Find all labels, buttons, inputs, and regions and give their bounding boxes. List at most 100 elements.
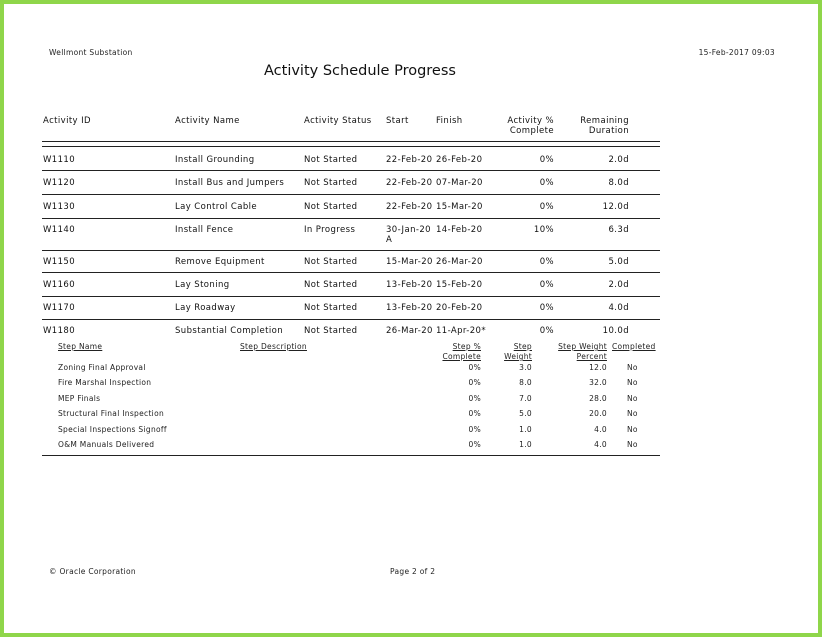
- table-cell: W1110: [43, 155, 76, 165]
- step-column-header: Step Weight Percent: [558, 342, 607, 361]
- table-cell: 13-Feb-20: [386, 280, 433, 290]
- table-cell: Not Started: [304, 178, 358, 188]
- rule-line: [42, 141, 660, 142]
- step-cell: 0%: [468, 425, 481, 434]
- table-cell: W1150: [43, 257, 76, 267]
- step-cell: Structural Final Inspection: [58, 409, 165, 418]
- rule-line: [42, 250, 660, 251]
- step-cell: 8.0: [519, 378, 532, 387]
- table-cell: 0%: [539, 178, 554, 188]
- step-cell: 4.0: [594, 425, 607, 434]
- table-cell: 26-Feb-20: [436, 155, 483, 165]
- step-column-header: Completed: [612, 342, 656, 351]
- rule-line: [42, 455, 660, 456]
- column-header: Activity Name: [175, 116, 240, 126]
- table-cell: 0%: [539, 280, 554, 290]
- table-cell: 12.0d: [602, 202, 629, 212]
- table-cell: 15-Mar-20: [436, 202, 483, 212]
- table-cell: 22-Feb-20: [386, 202, 433, 212]
- table-cell: W1120: [43, 178, 76, 188]
- step-cell: 1.0: [519, 425, 532, 434]
- table-cell: 0%: [539, 257, 554, 267]
- step-cell: 0%: [468, 378, 481, 387]
- step-cell: MEP Finals: [58, 394, 101, 403]
- table-cell: Substantial Completion: [175, 326, 283, 336]
- rule-line: [42, 218, 660, 219]
- footer-center: Page 2 of 2: [390, 567, 436, 576]
- report-title: Activity Schedule Progress: [264, 63, 456, 79]
- table-cell: 8.0d: [608, 178, 629, 188]
- table-cell: W1140: [43, 225, 76, 235]
- table-cell: Not Started: [304, 303, 358, 313]
- step-cell: 28.0: [589, 394, 607, 403]
- rule-line: [42, 272, 660, 273]
- table-cell: 10%: [533, 225, 554, 235]
- step-cell: 0%: [468, 440, 481, 449]
- table-cell: 26-Mar-20: [386, 326, 433, 336]
- column-header: Activity ID: [43, 116, 91, 126]
- step-cell: 7.0: [519, 394, 532, 403]
- step-cell: 0%: [468, 394, 481, 403]
- rule-line: [42, 296, 660, 297]
- step-cell: No: [627, 409, 638, 418]
- table-cell: In Progress: [304, 225, 356, 235]
- table-cell: Not Started: [304, 257, 358, 267]
- table-cell: Lay Stoning: [175, 280, 230, 290]
- column-header: Activity Status: [304, 116, 372, 126]
- table-cell: 2.0d: [608, 280, 629, 290]
- step-cell: No: [627, 378, 638, 387]
- table-cell: 26-Mar-20: [436, 257, 483, 267]
- step-cell: No: [627, 394, 638, 403]
- table-cell: W1180: [43, 326, 76, 336]
- header-right: 15-Feb-2017 09:03: [698, 48, 775, 57]
- table-cell: Install Bus and Jumpers: [175, 178, 285, 188]
- table-cell: 6.3d: [608, 225, 629, 235]
- step-cell: 20.0: [589, 409, 607, 418]
- step-cell: Zoning Final Approval: [58, 363, 146, 372]
- step-cell: 4.0: [594, 440, 607, 449]
- rule-line: [42, 194, 660, 195]
- rule-line: [42, 170, 660, 171]
- table-cell: Not Started: [304, 326, 358, 336]
- step-cell: No: [627, 363, 638, 372]
- step-cell: 0%: [468, 409, 481, 418]
- step-column-header: Step Name: [58, 342, 103, 351]
- table-cell: Install Fence: [175, 225, 234, 235]
- step-column-header: Step % Complete: [442, 342, 481, 361]
- table-cell: Install Grounding: [175, 155, 255, 165]
- step-cell: 1.0: [519, 440, 532, 449]
- column-header: Activity % Complete: [507, 116, 554, 136]
- table-cell: 15-Mar-20: [386, 257, 433, 267]
- table-cell: 15-Feb-20: [436, 280, 483, 290]
- header-left: Wellmont Substation: [49, 48, 133, 57]
- step-cell: Fire Marshal Inspection: [58, 378, 152, 387]
- table-cell: 11-Apr-20*: [436, 326, 486, 336]
- step-column-header: Step Description: [240, 342, 307, 351]
- step-cell: 5.0: [519, 409, 532, 418]
- step-cell: No: [627, 440, 638, 449]
- table-cell: Not Started: [304, 202, 358, 212]
- step-cell: O&M Manuals Delivered: [58, 440, 155, 449]
- table-cell: 2.0d: [608, 155, 629, 165]
- column-header: Remaining Duration: [580, 116, 629, 136]
- step-cell: Special Inspections Signoff: [58, 425, 167, 434]
- rule-line: [42, 319, 660, 320]
- table-cell: 22-Feb-20: [386, 155, 433, 165]
- table-cell: W1130: [43, 202, 76, 212]
- table-cell: 4.0d: [608, 303, 629, 313]
- rule-line: [42, 146, 660, 147]
- column-header: Finish: [436, 116, 463, 126]
- column-header: Start: [386, 116, 409, 126]
- table-cell: Not Started: [304, 155, 358, 165]
- table-cell: Remove Equipment: [175, 257, 265, 267]
- table-cell: 07-Mar-20: [436, 178, 483, 188]
- table-cell: 0%: [539, 303, 554, 313]
- table-cell: 0%: [539, 155, 554, 165]
- table-cell: Lay Control Cable: [175, 202, 258, 212]
- step-column-header: Step Weight: [504, 342, 532, 361]
- footer-left: © Oracle Corporation: [49, 567, 136, 576]
- table-cell: W1160: [43, 280, 76, 290]
- table-cell: 14-Feb-20: [436, 225, 483, 235]
- table-cell: 30-Jan-20 A: [386, 225, 431, 245]
